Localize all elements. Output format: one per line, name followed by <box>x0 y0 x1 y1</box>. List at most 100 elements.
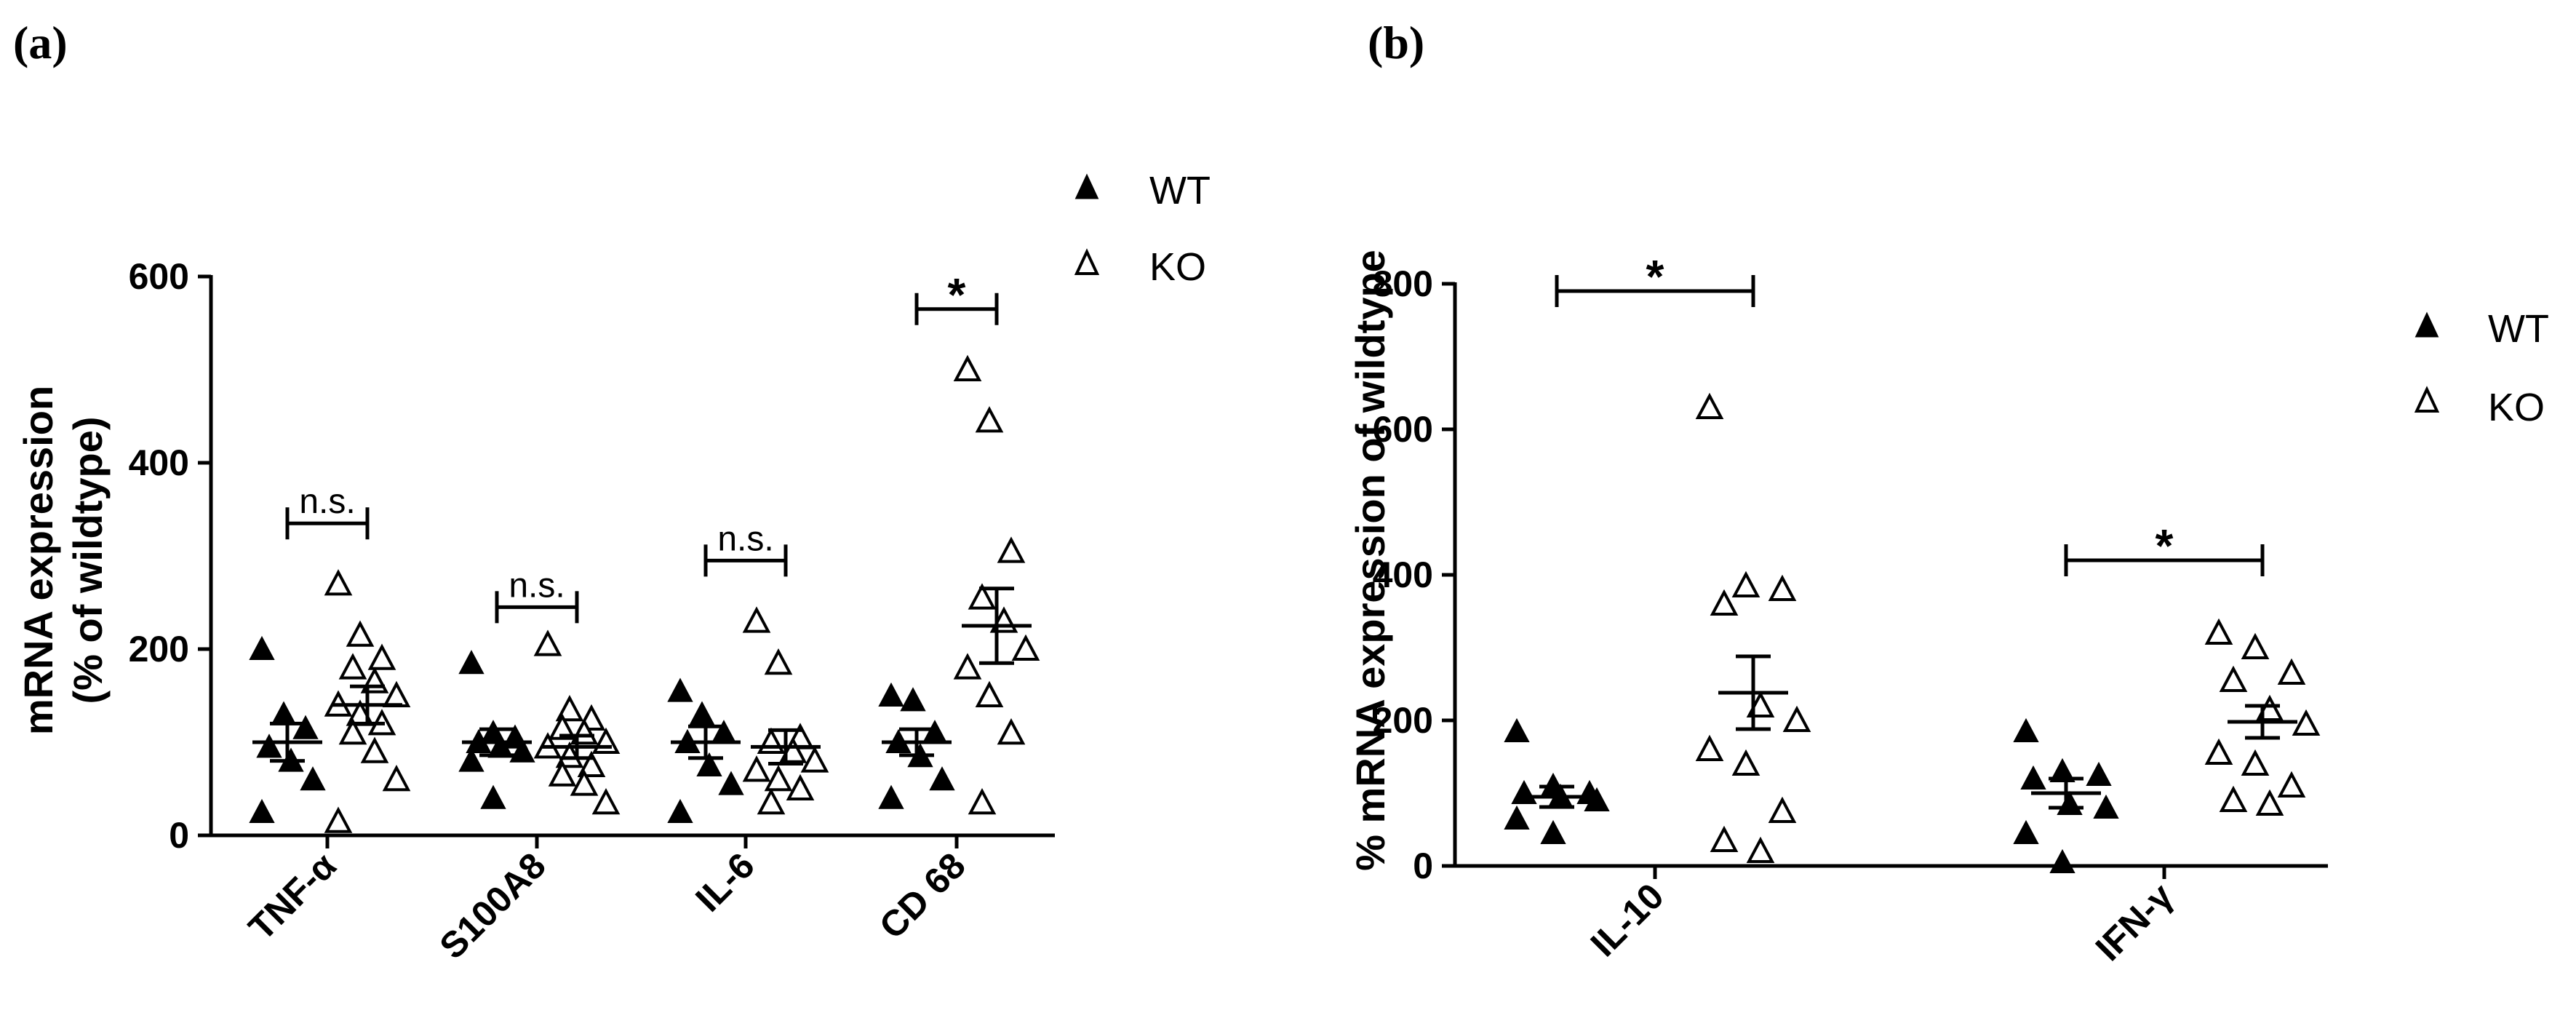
data-point-a-cd-68-ko-6 <box>953 653 982 680</box>
data-point-a-il-6-ko-5 <box>800 746 829 773</box>
data-point-a-cd-68-ko-5 <box>1011 634 1040 661</box>
data-point-a-il-6-wt-0 <box>667 677 693 702</box>
y-axis-title-b-0: % mRNA expression of wildtype <box>1347 250 1393 871</box>
data-point-a-tnf-ko-3 <box>338 653 367 680</box>
data-point-a-tnf-ko-9 <box>338 717 367 745</box>
data-point-a-s100a8-wt-0 <box>458 650 485 675</box>
legend-b: WT KO <box>2414 307 2549 429</box>
data-point-a-tnf-ko-11 <box>382 764 411 792</box>
legend-a-wt-label: WT <box>1149 169 1211 212</box>
legend-b-wt-label: WT <box>2488 307 2549 351</box>
data-point-b-il-10-ko-6 <box>1695 734 1724 761</box>
data-point-b-il-10-ko-2 <box>1768 574 1797 601</box>
data-point-a-tnf-wt-0 <box>249 635 275 660</box>
data-point-a-tnf-wt-5 <box>300 766 326 791</box>
legend-b-ko-label: KO <box>2488 386 2545 429</box>
y-tick-label-b-200: 200 <box>1373 700 1433 741</box>
sig-label-b-ifn: * <box>2156 520 2174 572</box>
data-point-b-il-10-wt-5 <box>1584 787 1610 811</box>
y-tick-label-a-200: 200 <box>129 629 189 669</box>
data-point-a-cd-68-wt-1 <box>900 687 926 712</box>
data-point-a-tnf-ko-1 <box>346 620 375 647</box>
data-point-b-il-10-ko-7 <box>1731 749 1760 776</box>
data-point-a-il-6-wt-1 <box>689 701 715 725</box>
data-point-a-cd-68-ko-0 <box>953 354 982 381</box>
data-point-a-s100a8-ko-8 <box>577 750 606 777</box>
y-tick-label-b-0: 0 <box>1413 846 1433 886</box>
data-point-a-tnf-wt-1 <box>271 701 297 725</box>
y-tick-label-b-400: 400 <box>1373 554 1433 595</box>
data-point-a-cd-68-ko-9 <box>968 787 997 815</box>
plot-a: 0 200 400 600 mRNA expression (% of wildtype)… <box>15 256 1055 967</box>
data-point-a-il-6-wt-5 <box>718 771 744 795</box>
data-point-b-ifn-ko-8 <box>2277 771 2306 798</box>
legend-b-ko-marker <box>2414 386 2440 413</box>
data-point-a-s100a8-ko-5 <box>591 727 621 754</box>
x-category-label-b-ifn: IFN-γ <box>2088 875 2181 969</box>
data-point-a-s100a8-wt-5 <box>509 738 535 763</box>
data-point-b-ifn-ko-3 <box>2219 665 2248 692</box>
data-point-a-tnf-ko-0 <box>324 569 353 596</box>
x-category-label-a-cd-68: CD 68 <box>872 845 973 947</box>
data-point-a-il-6-ko-1 <box>764 648 793 675</box>
data-point-b-ifn-wt-3 <box>2020 765 2046 790</box>
data-point-a-il-6-wt-6 <box>667 798 693 823</box>
sig-label-a-s100a8: n.s. <box>509 566 565 605</box>
data-point-b-il-10-ko-1 <box>1731 570 1760 597</box>
data-point-b-il-10-ko-3 <box>1710 589 1739 616</box>
panel-label-a: (a) <box>13 17 68 68</box>
data-point-b-ifn-wt-0 <box>2013 717 2039 742</box>
data-point-a-tnf-wt-6 <box>249 798 275 823</box>
data-point-a-il-6-ko-7 <box>764 764 793 792</box>
data-point-a-il-6-wt-2 <box>711 720 737 744</box>
data-point-b-il-10-wt-7 <box>1540 819 1566 844</box>
data-point-b-il-10-ko-8 <box>1768 796 1797 823</box>
panel-label-b: (b) <box>1368 17 1425 68</box>
data-point-a-cd-68-wt-6 <box>878 784 904 809</box>
data-point-a-s100a8-ko-10 <box>570 769 599 796</box>
x-category-label-b-il-10: IL-10 <box>1583 875 1672 964</box>
y-tick-label-a-400: 400 <box>129 442 189 483</box>
x-category-label-a-s100a8: S100A8 <box>431 845 553 966</box>
data-point-a-cd-68-ko-2 <box>997 536 1026 563</box>
data-point-b-il-10-ko-5 <box>1782 705 1811 732</box>
y-tick-label-a-0: 0 <box>169 815 189 856</box>
data-point-b-ifn-wt-7 <box>2049 848 2075 873</box>
data-point-a-s100a8-ko-0 <box>533 629 562 656</box>
data-point-b-ifn-ko-1 <box>2241 632 2270 659</box>
data-point-b-ifn-wt-4 <box>2057 790 2083 815</box>
data-point-b-ifn-wt-1 <box>2049 758 2075 782</box>
sig-label-a-il-6: n.s. <box>717 520 773 558</box>
data-point-a-il-6-ko-6 <box>742 755 771 782</box>
data-point-b-ifn-ko-6 <box>2204 738 2233 765</box>
data-point-b-il-10-ko-0 <box>1695 392 1724 419</box>
data-point-a-il-6-ko-3 <box>757 727 786 754</box>
data-point-a-cd-68-ko-1 <box>975 406 1004 433</box>
data-point-b-ifn-wt-2 <box>2086 761 2112 786</box>
data-point-b-ifn-wt-6 <box>2013 819 2039 844</box>
data-point-a-cd-68-ko-3 <box>968 583 997 610</box>
data-point-b-ifn-ko-5 <box>2292 709 2321 736</box>
data-point-a-s100a8-wt-7 <box>480 784 506 809</box>
data-point-b-il-10-wt-3 <box>1511 779 1537 804</box>
data-point-a-s100a8-ko-3 <box>548 713 577 740</box>
data-point-a-tnf-wt-3 <box>256 733 282 758</box>
data-point-a-cd-68-ko-8 <box>997 717 1026 745</box>
y-tick-label-b-800: 800 <box>1373 263 1433 304</box>
data-point-b-ifn-ko-7 <box>2241 749 2270 776</box>
legend-b-wt-marker <box>2414 311 2439 338</box>
data-point-b-ifn-ko-2 <box>2277 658 2306 685</box>
data-point-a-il-6-ko-9 <box>757 787 786 815</box>
data-point-a-cd-68-wt-5 <box>929 766 955 791</box>
data-point-a-cd-68-wt-2 <box>922 720 948 744</box>
sig-label-a-tnf: n.s. <box>299 482 355 521</box>
y-axis-title-a-1: (% of wildtype) <box>65 416 111 704</box>
data-point-a-s100a8-ko-1 <box>555 694 584 722</box>
sig-label-b-il-10: * <box>1646 250 1664 303</box>
data-point-a-tnf-wt-2 <box>292 715 319 739</box>
data-point-b-ifn-ko-10 <box>2255 789 2284 816</box>
data-point-a-il-6-wt-4 <box>696 752 722 776</box>
data-point-b-il-10-ko-10 <box>1746 836 1775 863</box>
data-point-b-ifn-wt-5 <box>2093 794 2119 819</box>
data-point-a-s100a8-wt-6 <box>458 747 485 772</box>
